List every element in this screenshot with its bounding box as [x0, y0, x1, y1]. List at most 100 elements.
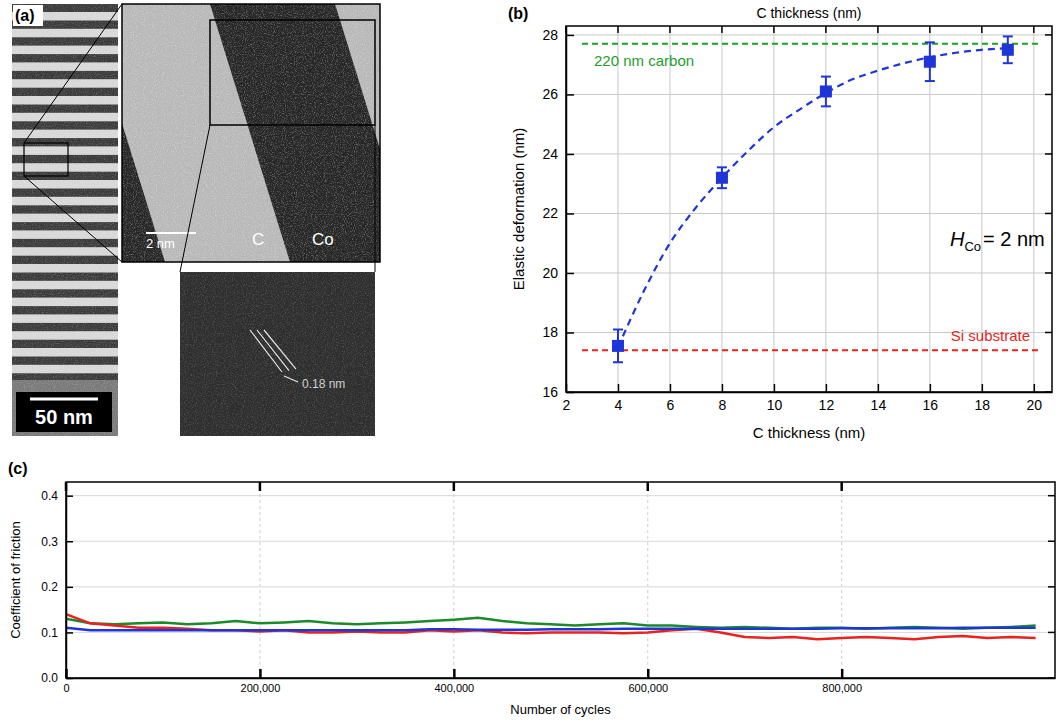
scale-label: 2 nm: [146, 236, 175, 251]
grid-line: [825, 26, 826, 392]
tick: 6: [667, 384, 675, 413]
annotation-subscript: Co: [964, 239, 981, 254]
tick: 26: [542, 86, 574, 102]
grid-line: [669, 26, 670, 392]
tick: 0.0: [41, 671, 73, 685]
tem-grain: [12, 4, 118, 436]
grid-line: [66, 586, 1055, 587]
x-axis: 2 4 6 8 10 12 14 16 18 20: [563, 384, 1053, 413]
tick-label: 0: [63, 682, 69, 694]
axis-title: Number of cycles: [510, 702, 611, 717]
axis-line: [67, 678, 1056, 680]
grid-line: [566, 153, 1052, 154]
tick-mark: [669, 26, 671, 33]
grid-line: [566, 272, 1052, 273]
tick-mark: [617, 26, 619, 33]
tick-mark: [66, 587, 73, 589]
grid-line: [841, 482, 842, 678]
tick-mark: [566, 273, 574, 275]
grid-line: [566, 34, 1052, 35]
annotation-value: = 2 nm: [983, 228, 1045, 250]
tick-mark: [66, 541, 73, 543]
inset-grain: [122, 4, 380, 262]
tick-label: 10: [767, 397, 783, 413]
axis-title: Elastic deformation (nm): [510, 128, 527, 291]
error-cap: [821, 105, 831, 107]
tick-mark: [825, 26, 827, 33]
mirror-ticks: [66, 482, 1055, 678]
tick-mark: [66, 632, 73, 634]
scale-box: [16, 392, 112, 432]
tick-label: 0.3: [41, 535, 58, 549]
tick: 14: [871, 384, 887, 413]
panel-b: 246810121416182016182022242628C thicknes…: [508, 5, 1053, 441]
grid: [66, 482, 1055, 678]
panel-label: (b): [508, 5, 528, 22]
spacing-arrow: [284, 376, 298, 382]
tick-mark: [981, 26, 983, 33]
inset-frame: [122, 4, 380, 262]
tick: 28: [542, 27, 574, 43]
grid-line: [647, 482, 648, 678]
error-cap: [717, 166, 727, 168]
reference-line: [582, 43, 1038, 45]
error-bar: [925, 42, 935, 81]
tick-label: 600,000: [628, 682, 668, 694]
tick-mark: [930, 384, 932, 392]
panel-c: 0200,000400,000600,000800,0000.00.10.20.…: [8, 460, 1056, 717]
plot-background: [566, 26, 1052, 392]
grid-line: [66, 541, 1055, 542]
grid-line: [566, 94, 1052, 95]
layer-label: Co: [312, 230, 334, 249]
reference-line: [582, 349, 1038, 351]
zoom-line: [375, 125, 376, 272]
grid-line: [453, 482, 454, 678]
tick-label: 16: [923, 397, 939, 413]
tick-mark: [1034, 384, 1036, 392]
tick-label: 12: [819, 397, 835, 413]
tick: 0.2: [41, 580, 73, 594]
tick-mark: [566, 332, 574, 334]
tick-label: 20: [1027, 397, 1043, 413]
spacing-label: 0.18 nm: [302, 377, 345, 391]
inset-ground: [122, 4, 380, 262]
zoom-box: [24, 143, 68, 176]
tick-mark: [878, 384, 880, 392]
tick-mark: [1048, 541, 1055, 543]
tick-label: 800,000: [822, 682, 862, 694]
x-axis: 0200,000400,000600,000800,000: [63, 669, 1055, 694]
tick-label: 22: [542, 205, 558, 221]
grid-line: [773, 26, 774, 392]
tick-mark: [647, 669, 650, 678]
tick-mark: [1045, 213, 1052, 215]
zoom-line: [24, 176, 122, 262]
series-line: [66, 614, 1036, 639]
tick-label: 8: [719, 397, 727, 413]
grid-line: [1033, 26, 1034, 392]
panel-label: (c): [8, 460, 28, 477]
panel-label: (a): [15, 7, 35, 24]
tick-label: 20: [542, 265, 558, 281]
tick: 18: [975, 384, 991, 413]
tick-label: 0.0: [41, 671, 58, 685]
tick: 20: [542, 265, 574, 281]
axis-title: Coefficient of friction: [8, 521, 23, 639]
tick-label: 200,000: [241, 682, 281, 694]
tick: 24: [542, 146, 574, 162]
tick: 16: [923, 384, 939, 413]
hrtem-inset: [122, 4, 380, 262]
grid-line: [877, 26, 878, 392]
tick-mark: [929, 26, 931, 33]
tick-mark: [1033, 26, 1035, 33]
series-line: [66, 628, 1036, 630]
tick-mark: [66, 678, 73, 680]
grid-line: [721, 26, 722, 392]
tick-mark: [1045, 94, 1052, 96]
tick: 22: [542, 205, 574, 221]
tick-label: 4: [615, 397, 623, 413]
tick-label: 16: [542, 384, 558, 400]
reference-label: 220 nm carbon: [594, 52, 694, 69]
tick-label: 2: [563, 397, 571, 413]
tick-mark: [840, 482, 843, 491]
tick: 800,000: [822, 669, 862, 694]
